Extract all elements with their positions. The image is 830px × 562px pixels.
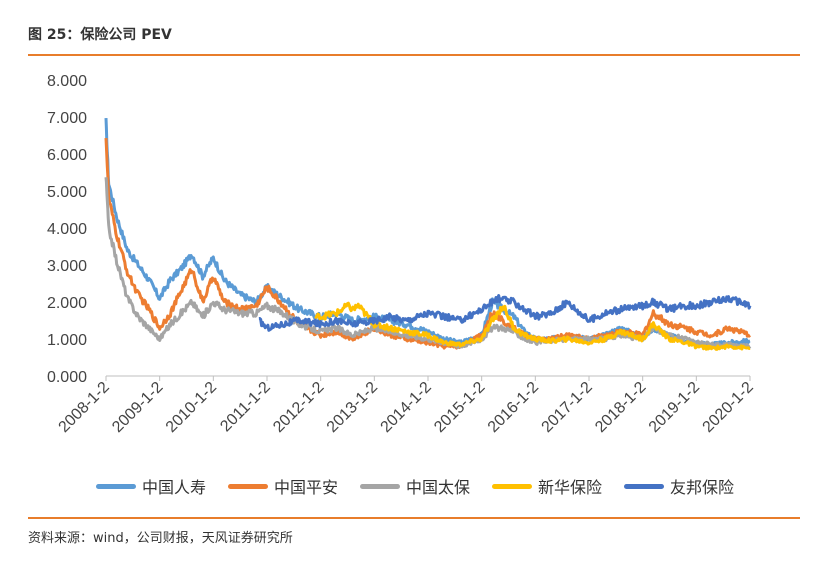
legend-swatch [359, 483, 400, 489]
source-note: 资料来源：wind，公司财报，天风证券研究所 [28, 531, 293, 546]
legend-item: 中国太保 [359, 474, 470, 498]
legend-swatch [624, 483, 665, 489]
y-tick-label: 3.000 [47, 258, 87, 275]
legend-item: 新华保险 [492, 474, 602, 498]
x-tick-label: 2018-1-2 [592, 379, 649, 436]
x-tick-label: 2013-1-2 [324, 379, 381, 436]
bottom-divider [28, 517, 800, 519]
legend-label: 中国人寿 [141, 478, 206, 497]
legend-item: 中国人寿 [95, 474, 206, 498]
legend-item: 友邦保险 [624, 474, 734, 498]
y-tick-label: 4.000 [47, 221, 87, 238]
legend-swatch [227, 483, 268, 489]
x-tick-label: 2012-1-2 [270, 379, 327, 436]
x-tick-label: 2008-1-2 [56, 379, 113, 436]
chart-legend: 中国人寿 中国平安 中国太保 新华保险 友邦保险 [0, 474, 830, 498]
x-tick-label: 2016-1-2 [485, 379, 542, 436]
legend-label: 中国太保 [405, 478, 470, 497]
legend-label: 友邦保险 [670, 478, 735, 497]
y-tick-label: 6.000 [47, 147, 87, 164]
x-tick-label: 2010-1-2 [163, 379, 220, 436]
y-tick-label: 0.000 [47, 369, 87, 386]
y-axis: 0.000 1.000 2.000 3.000 4.000 5.000 6.000 7.000… [47, 73, 87, 386]
y-tick-label: 7.000 [47, 110, 87, 127]
x-tick-label: 2011-1-2 [217, 379, 274, 436]
y-tick-label: 2.000 [47, 295, 87, 312]
legend-item: 中国平安 [227, 474, 338, 498]
series-line-4 [314, 301, 751, 351]
figure-title: 图 25：保险公司 PEV [28, 27, 172, 43]
pev-line-chart: 0.000 1.000 2.000 3.000 4.000 5.000 6.000 7.000… [47, 73, 757, 436]
x-tick-label: 2009-1-2 [109, 379, 166, 436]
x-tick-label: 2015-1-2 [431, 379, 488, 436]
y-tick-label: 8.000 [47, 73, 87, 90]
series-layer [104, 118, 752, 351]
x-axis: 2008-1-22009-1-22010-1-22011-1-22012-1-2… [56, 375, 757, 436]
y-tick-label: 1.000 [47, 332, 87, 349]
x-tick-label: 2020-1-2 [700, 379, 757, 436]
legend-swatch [95, 483, 136, 489]
legend-swatch [492, 483, 532, 489]
y-tick-label: 5.000 [47, 184, 87, 201]
legend-label: 新华保险 [538, 478, 603, 497]
x-tick-label: 2014-1-2 [378, 379, 435, 436]
series-line-2 [104, 138, 751, 350]
x-tick-label: 2019-1-2 [646, 379, 703, 436]
top-divider [28, 54, 800, 56]
legend-label: 中国平安 [273, 478, 338, 497]
x-tick-label: 2017-1-2 [539, 379, 596, 436]
series-line-5 [258, 294, 752, 332]
